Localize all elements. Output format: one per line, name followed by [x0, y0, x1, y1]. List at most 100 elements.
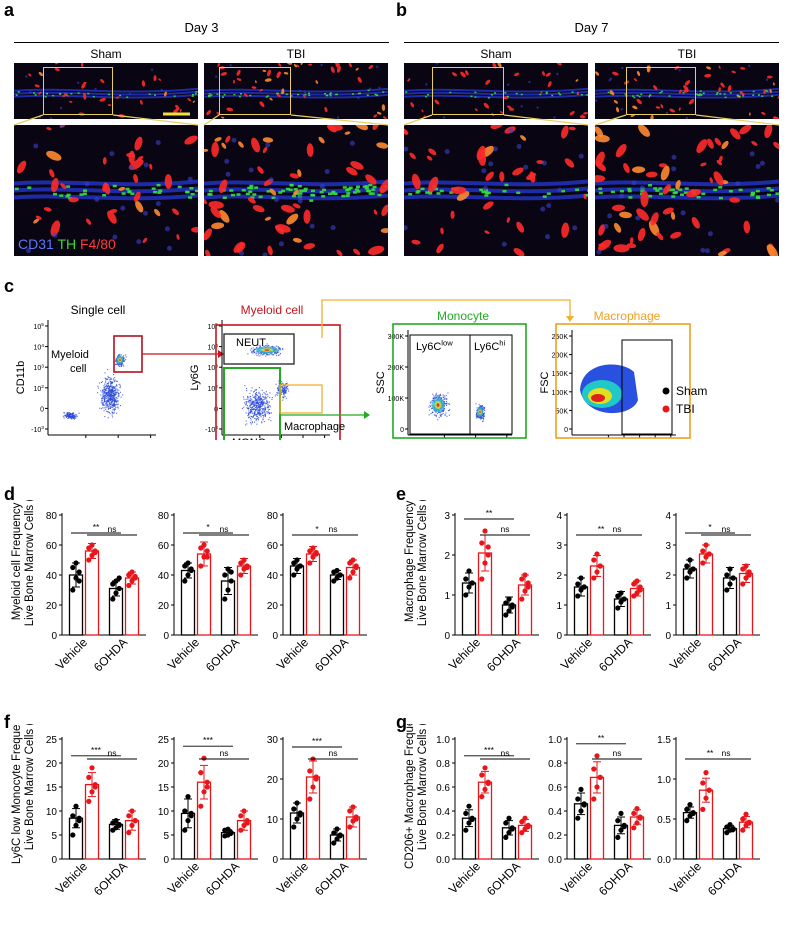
data-point — [519, 576, 525, 582]
x-label-vehicle: Vehicle — [446, 859, 483, 896]
panel-b-rule — [404, 42, 779, 43]
event-dot — [258, 398, 260, 400]
event-dot — [443, 403, 446, 405]
x-label-6ohda: 6OHDA — [705, 635, 744, 674]
data-point — [506, 608, 512, 614]
macrophage-cell-shape — [436, 243, 444, 254]
significance-label: *** — [203, 735, 214, 745]
event-dot — [256, 406, 258, 408]
nucleus-shape — [378, 86, 381, 89]
event-dot — [256, 414, 258, 416]
data-point — [575, 796, 581, 802]
macrophage-cell-shape — [292, 203, 301, 209]
macrophage-cell-shape — [583, 111, 588, 115]
event-dot — [264, 406, 266, 408]
event-dot — [103, 395, 105, 397]
nucleus-shape — [25, 248, 31, 254]
event-dot — [123, 365, 125, 367]
th-fiber-shape — [699, 90, 702, 92]
data-point — [337, 833, 343, 839]
event-dot — [105, 406, 107, 408]
th-fiber-shape — [66, 193, 71, 197]
event-dot — [107, 404, 109, 407]
event-dot — [258, 414, 260, 416]
event-dot — [247, 408, 250, 410]
event-dot — [257, 406, 259, 408]
nucleus-shape — [607, 213, 613, 219]
macrophage-cell-shape — [636, 71, 641, 76]
event-dot — [262, 415, 265, 417]
macrophage-cell-shape — [675, 179, 681, 190]
event-dot — [115, 404, 117, 406]
event-dot — [285, 397, 287, 399]
y-tick-label: 150K — [552, 371, 569, 378]
event-dot — [107, 401, 109, 403]
panel-b-title: Day 7 — [574, 20, 609, 35]
event-dot — [241, 407, 243, 409]
th-fiber-shape — [17, 91, 20, 93]
y-tick-label: 300K — [388, 334, 405, 341]
event-dot — [109, 393, 111, 395]
event-dot — [284, 391, 286, 394]
event-dot — [250, 348, 253, 350]
data-point — [182, 827, 188, 833]
vessel-shape — [204, 90, 388, 96]
nucleus-shape — [49, 117, 53, 119]
macrophage-cell-shape — [645, 171, 658, 178]
event-dot — [254, 397, 256, 399]
event-dot — [112, 385, 114, 387]
th-fiber-shape — [684, 187, 689, 190]
event-dot — [281, 386, 283, 388]
event-dot — [273, 354, 275, 356]
th-fiber-shape — [638, 95, 641, 98]
data-point — [310, 784, 316, 790]
event-dot — [264, 402, 266, 404]
macrophage-cell-shape — [318, 136, 325, 144]
event-dot — [107, 394, 109, 396]
nucleus-shape — [109, 151, 115, 157]
macrophage-cell-shape — [507, 105, 512, 109]
data-point — [506, 815, 512, 821]
th-fiber-shape — [377, 193, 382, 197]
macrophage-cell-shape — [729, 128, 741, 140]
macrophage-cell-shape — [683, 85, 689, 91]
data-point — [225, 587, 231, 593]
event-dot — [72, 412, 75, 414]
event-dot — [122, 362, 124, 364]
nucleus-shape — [443, 116, 446, 119]
event-dot — [476, 417, 478, 419]
event-dot — [260, 412, 262, 414]
th-fiber-shape — [658, 192, 663, 195]
macrophage-cell-shape — [172, 208, 179, 216]
th-fiber-shape — [185, 190, 190, 194]
bar-chart-d-1: Day 7020406080Vehicle6OHDAnsns*ns — [158, 511, 258, 674]
event-dot — [428, 406, 430, 408]
event-dot — [265, 391, 267, 393]
event-dot — [251, 351, 253, 353]
macrophage-cell-shape — [43, 207, 52, 212]
event-dot — [262, 409, 264, 411]
y-tick-label: 1.0 — [657, 775, 671, 786]
event-dot — [107, 383, 110, 385]
nucleus-shape — [268, 177, 274, 183]
macrophage-cell-shape — [296, 64, 300, 68]
event-dot — [257, 413, 260, 415]
event-dot — [283, 388, 285, 390]
event-dot — [108, 411, 110, 414]
macrophage-cell-shape — [382, 116, 387, 119]
stain-legend: CD31 TH F4/80 — [18, 236, 116, 252]
event-dot — [110, 397, 112, 399]
nucleus-shape — [631, 180, 637, 186]
event-dot — [268, 344, 270, 347]
event-dot — [114, 399, 116, 401]
event-dot — [258, 395, 260, 397]
event-dot — [476, 414, 479, 416]
event-dot — [120, 354, 122, 356]
event-dot — [269, 417, 271, 419]
macrophage-cell-shape — [357, 76, 362, 83]
event-dot — [110, 398, 112, 400]
event-dot — [267, 354, 269, 356]
th-fiber-shape — [210, 94, 213, 96]
nucleus-shape — [160, 88, 163, 92]
event-dot — [480, 418, 482, 420]
